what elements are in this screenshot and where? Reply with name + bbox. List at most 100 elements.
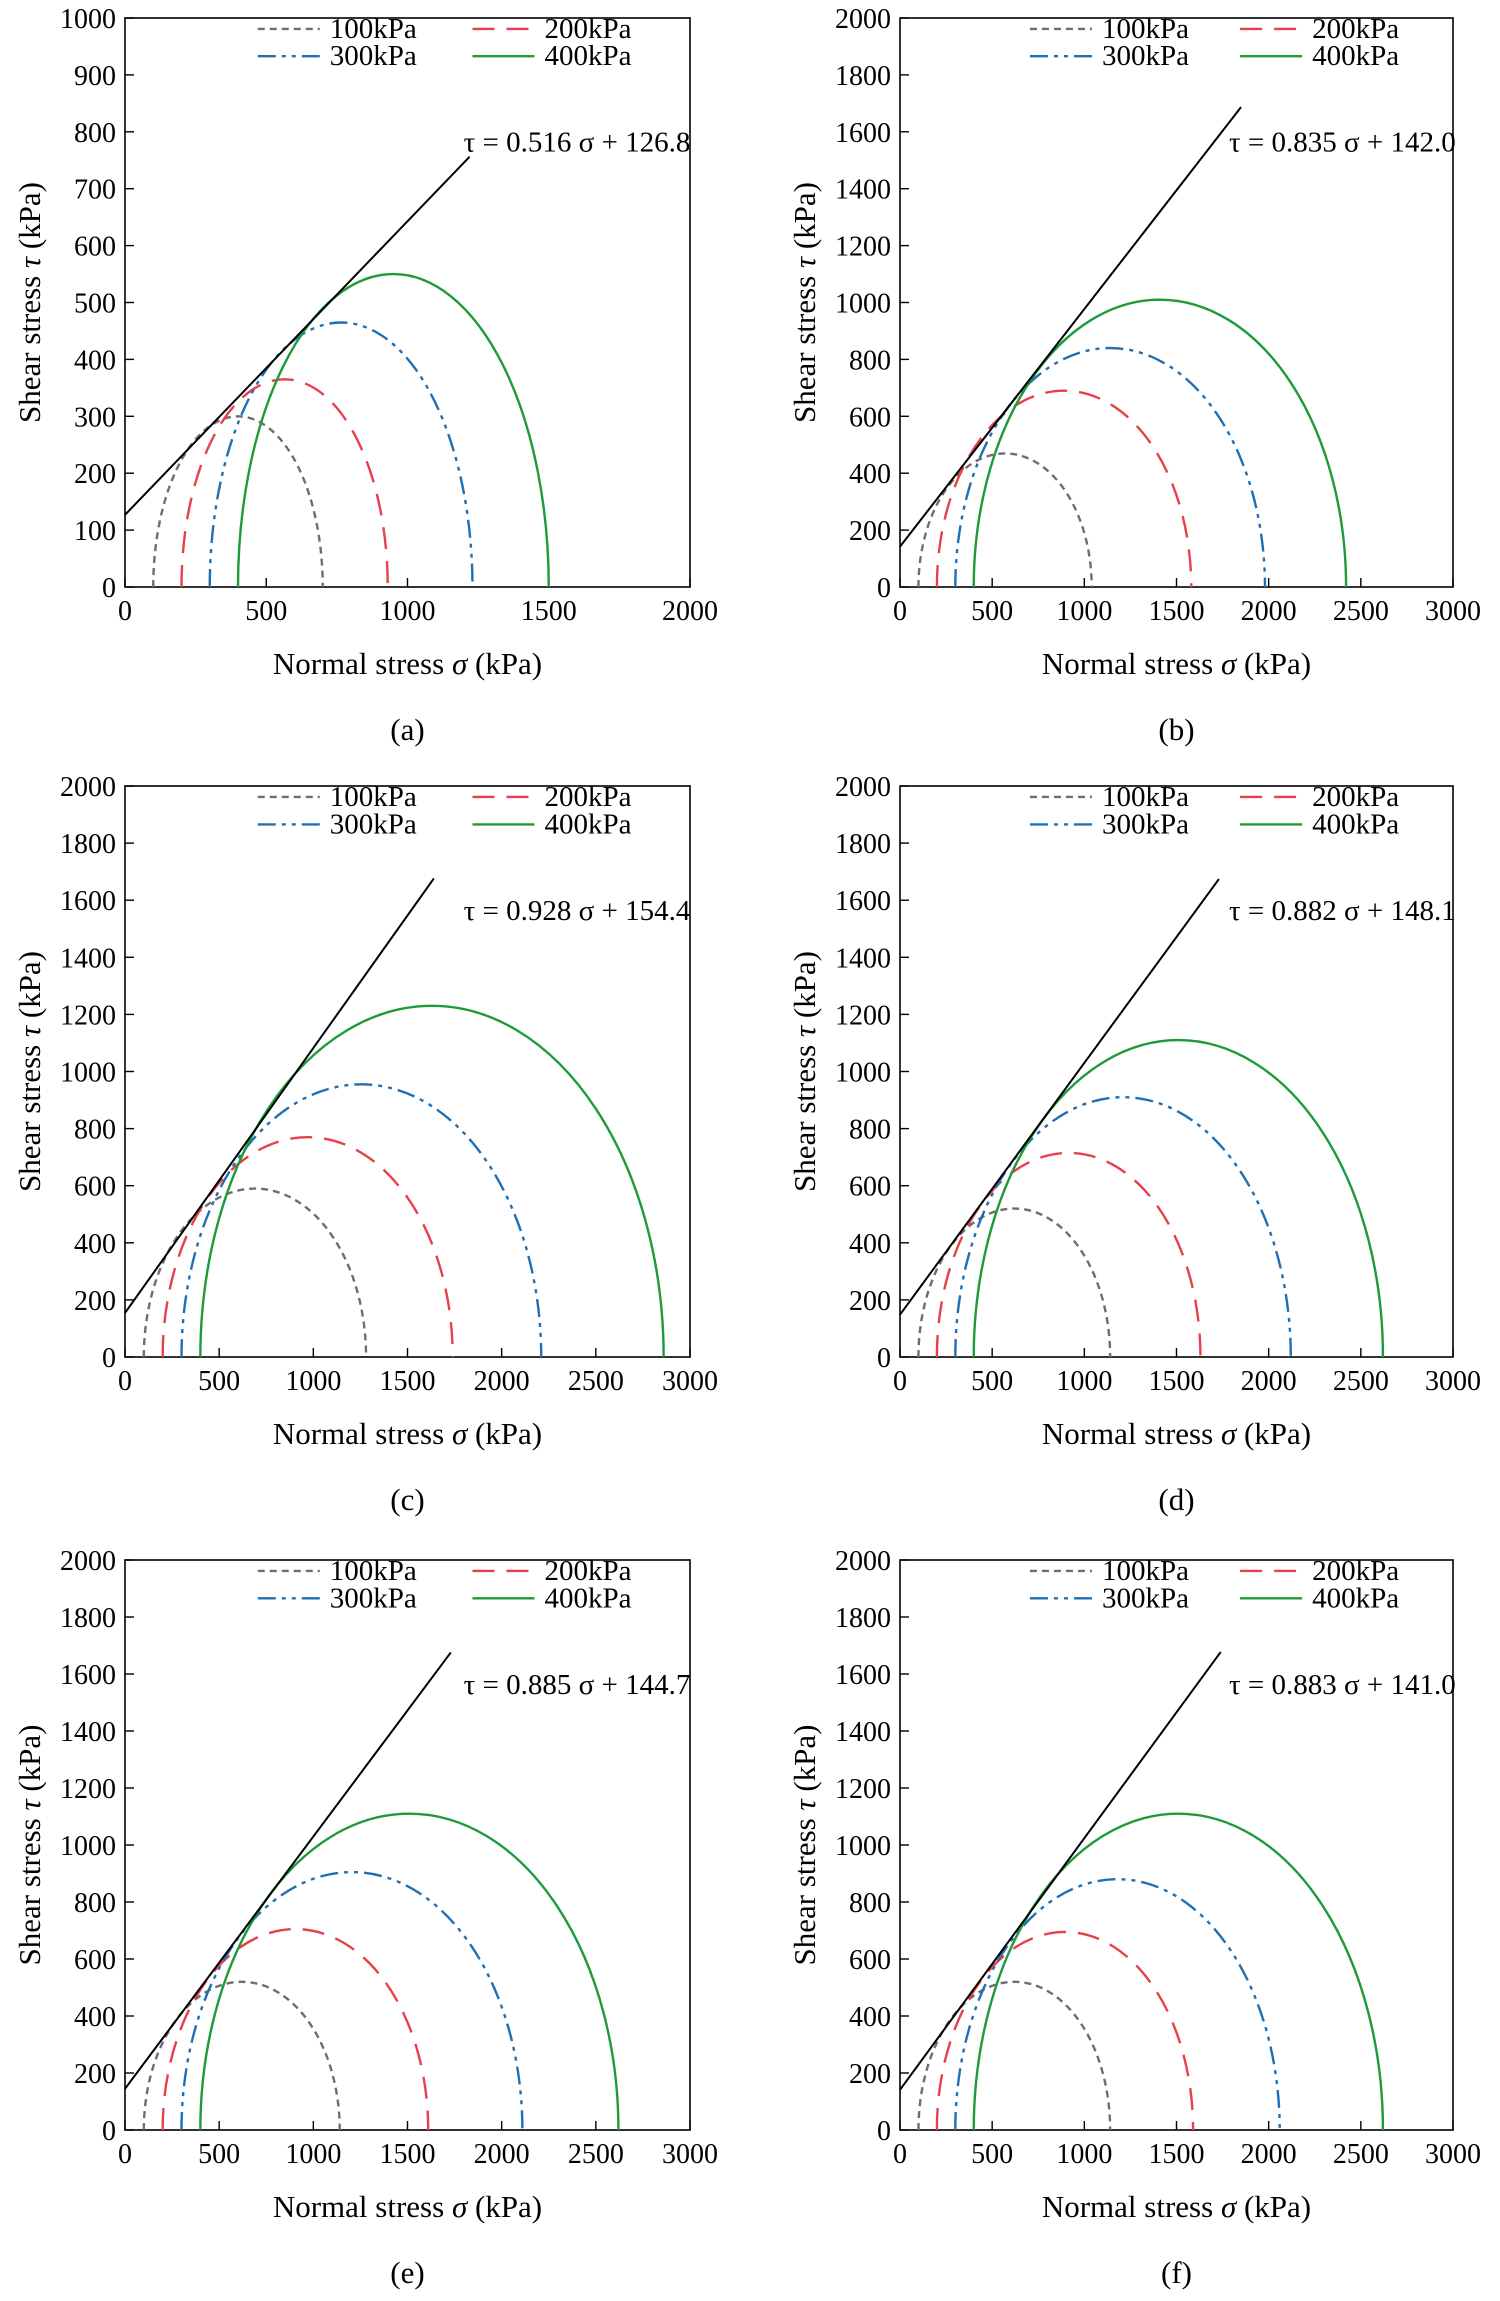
y-tick-label: 0 <box>877 573 891 604</box>
legend-label-400kPa: 400kPa <box>544 1582 631 1614</box>
mohr-circle-300kPa <box>954 346 1267 587</box>
legend-label-400kPa: 400kPa <box>1312 808 1399 840</box>
y-tick-label: 1400 <box>60 1717 116 1748</box>
y-tick-label: 200 <box>74 1286 116 1317</box>
x-tick-label: 2500 <box>568 2139 624 2170</box>
y-tick-label: 500 <box>74 289 116 320</box>
mohr-circle-200kPa <box>161 1136 454 1357</box>
x-axis-title: Normal stress σ (kPa) <box>273 2189 542 2224</box>
x-axis-title: Normal stress σ (kPa) <box>1042 646 1311 681</box>
y-tick-label: 1800 <box>60 1603 116 1634</box>
mohr-circle-300kPa <box>180 1083 543 1357</box>
mohr-circle-200kPa <box>935 389 1193 587</box>
y-tick-label: 1400 <box>835 175 891 206</box>
plot-area <box>125 877 665 1357</box>
legend-label-400kPa: 400kPa <box>1312 40 1399 72</box>
mohr-circle-100kPa <box>917 1980 1112 2130</box>
y-tick-label: 1600 <box>835 886 891 917</box>
y-tick-label: 2000 <box>835 772 891 803</box>
plot-frame <box>124 1559 691 2131</box>
panel-label: (a) <box>390 712 424 747</box>
x-tick-label: 2000 <box>474 2139 530 2170</box>
y-tick-label: 200 <box>849 1286 891 1317</box>
y-tick-label: 100 <box>74 516 116 547</box>
panel-label: (d) <box>1158 1482 1194 1517</box>
x-tick-label: 1500 <box>380 1366 436 1397</box>
x-tick-label: 500 <box>971 2139 1013 2170</box>
panel-label: (b) <box>1158 712 1194 747</box>
legend-label-400kPa: 400kPa <box>1312 1582 1399 1614</box>
plot-area <box>125 155 550 587</box>
x-tick-label: 3000 <box>1425 2139 1481 2170</box>
x-axis-title: Normal stress σ (kPa) <box>273 1416 542 1451</box>
y-axis-title: Shear stress τ (kPa) <box>12 182 47 423</box>
plot-frame <box>899 785 1454 1358</box>
mohr-circle-300kPa <box>180 1871 524 2130</box>
legend-label-100kPa: 100kPa <box>1102 13 1189 45</box>
mohr-circle-300kPa <box>208 321 474 587</box>
x-axis-title: Normal stress σ (kPa) <box>1042 1416 1311 1451</box>
y-tick-label: 200 <box>849 2059 891 2090</box>
panel-label: (c) <box>390 1482 424 1517</box>
x-tick-label: 1500 <box>521 596 577 627</box>
mohr-circle-200kPa <box>935 1931 1195 2130</box>
legend-label-300kPa: 300kPa <box>1102 1582 1189 1614</box>
y-tick-label: 200 <box>74 459 116 490</box>
y-axis-title: Shear stress τ (kPa) <box>787 182 822 423</box>
y-tick-label: 0 <box>102 1343 116 1374</box>
x-tick-label: 2000 <box>1241 2139 1297 2170</box>
y-tick-label: 600 <box>849 1172 891 1203</box>
y-tick-label: 600 <box>74 1172 116 1203</box>
y-tick-label: 1000 <box>835 1058 891 1089</box>
y-tick-label: 800 <box>849 345 891 376</box>
y-tick-label: 400 <box>74 1229 116 1260</box>
legend-label-200kPa: 200kPa <box>1312 781 1399 813</box>
panel-label: (e) <box>390 2255 424 2290</box>
mohr-circle-100kPa <box>142 1187 368 1357</box>
y-tick-label: 400 <box>74 345 116 376</box>
x-tick-label: 2000 <box>1241 1366 1297 1397</box>
y-tick-label: 900 <box>74 61 116 92</box>
y-tick-label: 800 <box>74 118 116 149</box>
y-tick-label: 600 <box>74 232 116 263</box>
y-tick-label: 1400 <box>60 943 116 974</box>
panel-b: 0 500 1000 1500 2000 2500 3000 0 200 400 600 800 100… <box>787 4 1481 747</box>
y-tick-label: 2000 <box>60 772 116 803</box>
legend: 100kPa 200kPa 300kPa 400kPa <box>1029 781 1399 840</box>
y-tick-label: 1200 <box>60 1774 116 1805</box>
legend-label-100kPa: 100kPa <box>1102 781 1189 813</box>
x-tick-label: 3000 <box>1425 1366 1481 1397</box>
panel-e: 0 500 1000 1500 2000 2500 3000 0 200 400 600 800 100… <box>12 1546 718 2290</box>
plot-area <box>900 878 1383 1357</box>
panel-d: 0 500 1000 1500 2000 2500 3000 0 200 400 600 800 100… <box>787 772 1481 1517</box>
legend-label-200kPa: 200kPa <box>544 1555 631 1587</box>
x-tick-label: 1000 <box>285 1366 341 1397</box>
y-tick-label: 600 <box>849 1945 891 1976</box>
y-tick-label: 200 <box>849 516 891 547</box>
mohr-circle-200kPa <box>161 1927 430 2130</box>
mohr-circle-400kPa <box>199 1004 665 1357</box>
y-axis-title: Shear stress τ (kPa) <box>12 1725 47 1966</box>
y-tick-label: 400 <box>849 459 891 490</box>
y-tick-label: 800 <box>74 1115 116 1146</box>
legend-label-300kPa: 300kPa <box>330 808 417 840</box>
x-tick-label: 0 <box>118 1366 132 1397</box>
x-tick-label: 1000 <box>1056 1366 1112 1397</box>
mohr-circle-100kPa <box>152 415 324 587</box>
y-axis-title: Shear stress τ (kPa) <box>787 1725 822 1966</box>
y-axis-title: Shear stress τ (kPa) <box>12 951 47 1192</box>
x-tick-label: 1000 <box>1056 2139 1112 2170</box>
y-tick-label: 800 <box>74 1888 116 1919</box>
y-tick-label: 1400 <box>835 943 891 974</box>
mohr-circle-100kPa <box>917 1207 1112 1357</box>
x-tick-label: 1500 <box>380 2139 436 2170</box>
mohr-circle-300kPa <box>954 1096 1292 1357</box>
x-tick-label: 500 <box>971 596 1013 627</box>
x-tick-label: 2500 <box>1333 2139 1389 2170</box>
x-tick-label: 0 <box>893 2139 907 2170</box>
envelope-equation: τ = 0.885 σ + 144.7 <box>464 1669 691 1701</box>
legend-label-100kPa: 100kPa <box>330 1555 417 1587</box>
mohr-circle-300kPa <box>954 1877 1281 2130</box>
y-tick-label: 400 <box>849 1229 891 1260</box>
x-tick-label: 2500 <box>568 1366 624 1397</box>
